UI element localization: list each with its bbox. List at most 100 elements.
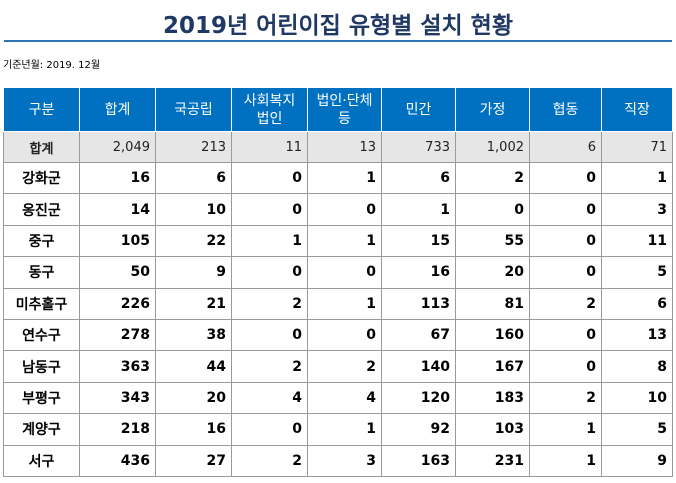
- col-header-corporation: 법인·단체 등: [307, 87, 382, 132]
- table-cell: 163: [381, 444, 456, 477]
- table-cell: 0: [231, 318, 308, 352]
- table-cell: 4: [231, 381, 308, 415]
- table-cell: 0: [231, 413, 308, 446]
- table-cell: 16: [381, 256, 456, 289]
- row-label: 서구: [3, 444, 80, 477]
- table-cell: 13: [601, 318, 673, 352]
- table-cell: 140: [381, 350, 456, 383]
- row-label: 동구: [3, 256, 80, 289]
- table-cell: 103: [455, 413, 530, 446]
- table-cell: 278: [79, 318, 156, 352]
- table-cell: 1: [307, 161, 382, 195]
- col-header-workplace: 직장: [601, 87, 673, 132]
- table-row: 서구 436 27 2 3 163 231 1 9: [3, 444, 673, 477]
- table-cell: 213: [155, 131, 232, 163]
- row-label: 계양구: [3, 413, 80, 446]
- daycare-table: 구분 합계 국공립 사회복지 법인 법인·단체 등 민간 가정 협동 직장 합계…: [3, 87, 673, 477]
- header-row: 구분 합계 국공립 사회복지 법인 법인·단체 등 민간 가정 협동 직장: [3, 87, 673, 132]
- table-cell: 2: [307, 350, 382, 383]
- table-cell: 0: [529, 350, 602, 383]
- table-cell: 81: [455, 287, 530, 320]
- table-cell: 113: [381, 287, 456, 320]
- table-cell: 2: [231, 444, 308, 477]
- table-cell: 5: [601, 256, 673, 289]
- table-cell: 1: [381, 193, 456, 226]
- table-cell: 2: [529, 381, 602, 415]
- table-row: 동구 50 9 0 0 16 20 0 5: [3, 256, 673, 289]
- table-cell: 0: [529, 193, 602, 226]
- title-divider: [4, 40, 672, 42]
- table-cell: 1: [231, 224, 308, 258]
- table-cell: 9: [601, 444, 673, 477]
- table-cell: 50: [79, 256, 156, 289]
- total-row: 합계 2,049 213 11 13 733 1,002 6 71: [3, 131, 673, 163]
- table-cell: 16: [79, 161, 156, 195]
- table-cell: 67: [381, 318, 456, 352]
- table-row: 중구 105 22 1 1 15 55 0 11: [3, 224, 673, 258]
- table-cell: 6: [529, 131, 602, 163]
- table-row: 계양구 218 16 0 1 92 103 1 5: [3, 413, 673, 446]
- row-label: 옹진군: [3, 193, 80, 226]
- page-title: 2019년 어린이집 유형별 설치 현황: [163, 13, 513, 39]
- table-cell: 120: [381, 381, 456, 415]
- table-cell: 167: [455, 350, 530, 383]
- reference-date: 기준년월: 2019. 12월: [3, 60, 101, 71]
- table-cell: 733: [381, 131, 456, 163]
- table-cell: 6: [155, 161, 232, 195]
- col-header-social-welfare: 사회복지 법인: [231, 87, 308, 132]
- table-cell: 2: [231, 350, 308, 383]
- table-cell: 0: [529, 224, 602, 258]
- table-cell: 9: [155, 256, 232, 289]
- table-cell: 8: [601, 350, 673, 383]
- row-label: 강화군: [3, 161, 80, 195]
- table-cell: 0: [231, 193, 308, 226]
- table-cell: 363: [79, 350, 156, 383]
- table-cell: 11: [601, 224, 673, 258]
- table-row: 연수구 278 38 0 0 67 160 0 13: [3, 318, 673, 352]
- table-cell: 6: [381, 161, 456, 195]
- table-cell: 436: [79, 444, 156, 477]
- table-cell: 0: [307, 318, 382, 352]
- table-row: 부평구 343 20 4 4 120 183 2 10: [3, 381, 673, 415]
- table-cell: 3: [601, 193, 673, 226]
- table-cell: 0: [529, 256, 602, 289]
- table-cell: 2: [231, 287, 308, 320]
- table-cell: 218: [79, 413, 156, 446]
- table-cell: 16: [155, 413, 232, 446]
- table-cell: 231: [455, 444, 530, 477]
- table-cell: 10: [601, 381, 673, 415]
- table-cell: 20: [455, 256, 530, 289]
- table-cell: 0: [529, 318, 602, 352]
- table-cell: 2,049: [79, 131, 156, 163]
- row-label: 연수구: [3, 318, 80, 352]
- table-cell: 44: [155, 350, 232, 383]
- table-cell: 10: [155, 193, 232, 226]
- table-cell: 38: [155, 318, 232, 352]
- table-cell: 27: [155, 444, 232, 477]
- table-cell: 6: [601, 287, 673, 320]
- table-cell: 20: [155, 381, 232, 415]
- table-cell: 1: [529, 413, 602, 446]
- table-cell: 0: [307, 193, 382, 226]
- table-cell: 14: [79, 193, 156, 226]
- row-label: 부평구: [3, 381, 80, 415]
- table-cell: 1,002: [455, 131, 530, 163]
- table-cell: 105: [79, 224, 156, 258]
- col-header-private: 민간: [381, 87, 456, 132]
- table-cell: 0: [529, 161, 602, 195]
- table-cell: 160: [455, 318, 530, 352]
- table-cell: 2: [455, 161, 530, 195]
- col-header-cooperative: 협동: [529, 87, 602, 132]
- table-cell: 합계: [3, 131, 80, 163]
- table-cell: 226: [79, 287, 156, 320]
- table-row: 강화군 16 6 0 1 6 2 0 1: [3, 161, 673, 195]
- table-cell: 0: [307, 256, 382, 289]
- table-row: 옹진군 14 10 0 0 1 0 0 3: [3, 193, 673, 226]
- table-cell: 55: [455, 224, 530, 258]
- table-row: 남동구 363 44 2 2 140 167 0 8: [3, 350, 673, 383]
- row-label: 미추홀구: [3, 287, 80, 320]
- table-cell: 343: [79, 381, 156, 415]
- table-cell: 1: [601, 161, 673, 195]
- col-header-category: 구분: [3, 87, 80, 132]
- table-cell: 1: [307, 413, 382, 446]
